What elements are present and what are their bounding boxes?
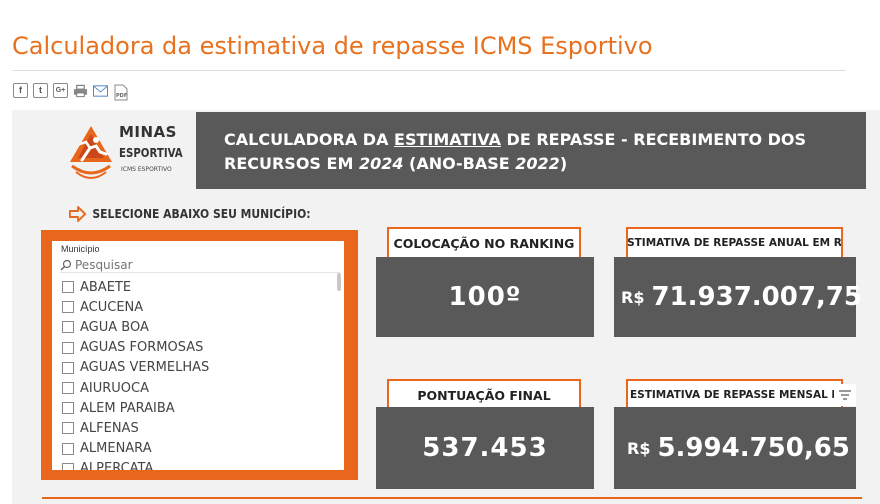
score-label: PONTUAÇÃO FINAL bbox=[387, 379, 581, 409]
header-underlined: ESTIMATIVA bbox=[394, 130, 501, 149]
slicer-item[interactable]: AGUAS FORMOSAS bbox=[62, 338, 342, 358]
search-input[interactable] bbox=[75, 258, 325, 272]
monthly-value-card: R$ 5.994.750,65 bbox=[614, 407, 856, 489]
powerbi-report: MINAS ESPORTIVA ICMS ESPORTIVO CALCULADO… bbox=[12, 110, 880, 504]
header-text: RECURSOS EM bbox=[224, 154, 359, 173]
slicer-item[interactable]: ABAETE bbox=[62, 277, 342, 297]
slicer-item-label: AGUAS VERMELHAS bbox=[80, 360, 210, 376]
checkbox[interactable] bbox=[62, 402, 74, 415]
slicer-item[interactable]: AGUAS VERMELHAS bbox=[62, 358, 342, 378]
checkbox[interactable] bbox=[62, 442, 74, 455]
print-icon[interactable] bbox=[73, 83, 88, 98]
logo-tagline: ICMS ESPORTIVO bbox=[121, 166, 172, 173]
monthly-label: ESTIMATIVA DE REPASSE MENSAL EM R$ bbox=[626, 379, 843, 409]
slicer-item[interactable]: ALFENAS bbox=[62, 418, 342, 438]
checkbox[interactable] bbox=[62, 281, 74, 294]
slicer-item[interactable]: ALEM PARAIBA bbox=[62, 398, 342, 418]
twitter-icon[interactable]: t bbox=[33, 83, 48, 98]
slicer-item[interactable]: AGUA BOA bbox=[62, 317, 342, 337]
google-glyph: G+ bbox=[55, 87, 66, 94]
select-prompt-text: SELECIONE ABAIXO SEU MUNICÍPIO: bbox=[92, 207, 311, 221]
municipio-slicer: Município ABAETE ACUCENA AGUA BOA AGUAS FOR… bbox=[52, 241, 344, 470]
checkbox[interactable] bbox=[62, 382, 74, 395]
minas-esportiva-logo bbox=[70, 126, 112, 179]
slicer-item-label: ALEM PARAIBA bbox=[80, 400, 175, 416]
facebook-glyph: f bbox=[19, 85, 22, 95]
annual-currency: R$ bbox=[621, 287, 645, 307]
ranking-label: COLOCAÇÃO NO RANKING bbox=[387, 227, 581, 257]
monthly-value: 5.994.750,65 bbox=[657, 433, 850, 463]
pdf-glyph: PDF bbox=[116, 93, 127, 99]
slicer-item-label: ALFENAS bbox=[80, 420, 139, 436]
slicer-item-label: ACUCENA bbox=[80, 299, 144, 315]
score-value: 537.453 bbox=[376, 407, 594, 489]
slicer-item-label: ABAETE bbox=[80, 279, 132, 295]
annual-value: 71.937.007,75 bbox=[651, 282, 862, 312]
page-title: Calculadora da estimativa de repasse ICM… bbox=[12, 32, 653, 60]
header-text: ) bbox=[559, 154, 568, 173]
header-year: 2024 bbox=[358, 154, 404, 173]
select-prompt: SELECIONE ABAIXO SEU MUNICÍPIO: bbox=[69, 206, 311, 222]
slicer-item[interactable]: ALPERCATA bbox=[62, 459, 342, 470]
checkbox[interactable] bbox=[62, 462, 74, 470]
header-line-1: CALCULADORA DA ESTIMATIVA DE REPASSE - R… bbox=[224, 128, 866, 152]
header-text: CALCULADORA DA bbox=[224, 130, 395, 149]
logo-subtitle: ESPORTIVA bbox=[119, 146, 183, 160]
header-text: DE REPASSE - RECEBIMENTO DOS bbox=[500, 130, 807, 149]
annual-label: ESTIMATIVA DE REPASSE ANUAL EM R$ bbox=[626, 227, 843, 257]
share-toolbar: f t G+ PDF bbox=[13, 83, 128, 101]
checkbox[interactable] bbox=[62, 422, 74, 435]
ranking-value: 100º bbox=[376, 257, 594, 337]
logo-title: MINAS bbox=[119, 123, 177, 141]
checkbox[interactable] bbox=[62, 361, 74, 374]
arrow-right-icon bbox=[69, 206, 87, 222]
slicer-item-label: AIURUOCA bbox=[80, 380, 149, 396]
slicer-label: Município bbox=[61, 244, 100, 254]
checkbox[interactable] bbox=[62, 301, 74, 314]
filter-icon[interactable] bbox=[834, 384, 856, 406]
title-divider bbox=[12, 70, 846, 71]
pdf-icon[interactable]: PDF bbox=[113, 84, 128, 101]
slicer-item-label: ALPERCATA bbox=[80, 461, 154, 470]
annual-value-card: R$ 71.937.007,75 bbox=[614, 257, 862, 337]
monthly-currency: R$ bbox=[627, 438, 651, 458]
email-icon[interactable] bbox=[93, 83, 108, 98]
search-icon bbox=[60, 259, 72, 271]
slicer-item-label: AGUA BOA bbox=[80, 319, 149, 335]
twitter-glyph: t bbox=[39, 85, 42, 95]
header-line-2: RECURSOS EM 2024 (ANO-BASE 2022) bbox=[224, 152, 866, 176]
facebook-icon[interactable]: f bbox=[13, 83, 28, 98]
slicer-list: ABAETE ACUCENA AGUA BOA AGUAS FORMOSAS AGUAS… bbox=[62, 277, 342, 470]
slicer-item[interactable]: AIURUOCA bbox=[62, 378, 342, 398]
slicer-scrollbar[interactable] bbox=[337, 273, 341, 291]
google-plus-icon[interactable]: G+ bbox=[53, 83, 68, 98]
report-header: CALCULADORA DA ESTIMATIVA DE REPASSE - R… bbox=[196, 112, 866, 189]
slicer-item-label: AGUAS FORMOSAS bbox=[80, 340, 204, 356]
slicer-search bbox=[60, 258, 340, 273]
slicer-item[interactable]: ACUCENA bbox=[62, 297, 342, 317]
checkbox[interactable] bbox=[62, 341, 74, 354]
header-text: (ANO-BASE bbox=[403, 154, 516, 173]
slicer-item[interactable]: ALMENARA bbox=[62, 439, 342, 459]
slicer-item-label: ALMENARA bbox=[80, 441, 152, 457]
header-base-year: 2022 bbox=[515, 154, 560, 173]
bottom-divider bbox=[42, 497, 862, 499]
checkbox[interactable] bbox=[62, 321, 74, 334]
